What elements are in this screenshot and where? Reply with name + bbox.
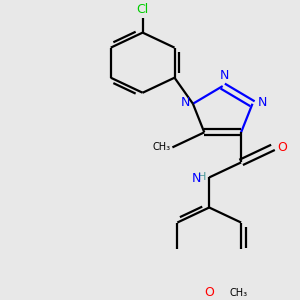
Text: CH₃: CH₃	[152, 142, 171, 152]
Text: Cl: Cl	[136, 3, 149, 16]
Text: N: N	[220, 70, 229, 83]
Text: N: N	[192, 172, 201, 185]
Text: H: H	[198, 172, 206, 182]
Text: O: O	[278, 141, 287, 154]
Text: CH₃: CH₃	[230, 288, 247, 298]
Text: O: O	[204, 286, 214, 299]
Text: N: N	[181, 96, 190, 109]
Text: N: N	[258, 96, 267, 109]
